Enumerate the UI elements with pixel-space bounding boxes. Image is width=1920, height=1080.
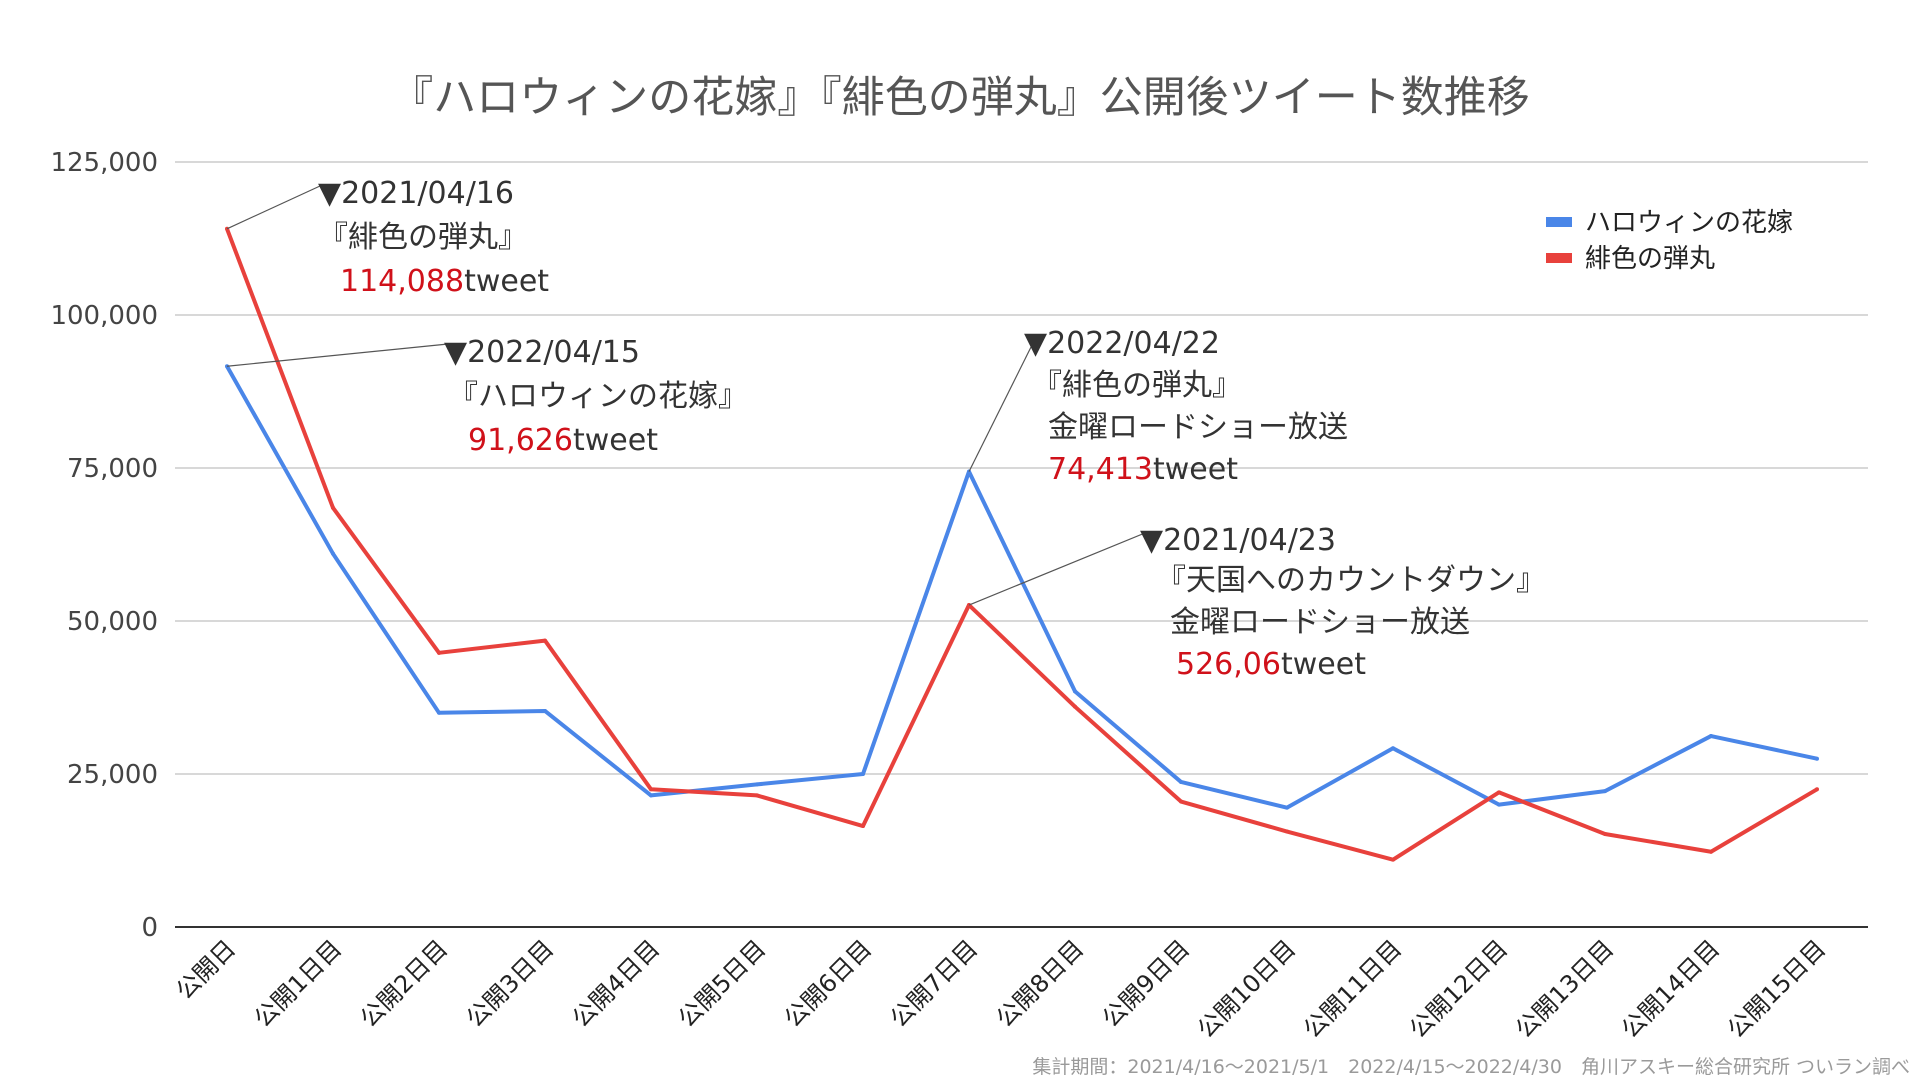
- x-tick-label: 公開11日目: [1298, 934, 1407, 1043]
- y-tick-label: 0: [141, 913, 158, 943]
- y-axis-ticks: 0 25,000 50,000 75,000 100,000 125,000: [50, 148, 158, 943]
- annotation-count-suffix: tweet: [1281, 647, 1366, 682]
- data-point: [1073, 704, 1077, 709]
- data-point: [1497, 790, 1501, 795]
- data-point: [331, 505, 335, 510]
- y-tick-label: 125,000: [50, 148, 158, 178]
- x-tick-label: 公開9日目: [1097, 934, 1195, 1032]
- y-tick-label: 50,000: [67, 607, 158, 637]
- annotation: ▼2022/04/15 『ハロウィンの花嫁』 91,626tweet: [444, 335, 748, 458]
- x-tick-label: 公開4日目: [567, 934, 665, 1032]
- data-point: [861, 772, 865, 776]
- data-point: [543, 638, 547, 643]
- gridlines: [175, 161, 1868, 928]
- legend-label: 緋色の弾丸: [1585, 244, 1715, 274]
- annotation-date: ▼2021/04/16: [318, 176, 514, 211]
- x-tick-label: 公開7日目: [885, 934, 983, 1032]
- series-line-2: [225, 228, 1819, 862]
- data-point: [1815, 787, 1819, 792]
- annotation-leader-line: [226, 185, 321, 230]
- annotation-count-value: 114,088: [340, 264, 464, 299]
- legend-swatch: [1546, 217, 1572, 227]
- annotation-date: ▼2022/04/15: [444, 335, 640, 370]
- y-tick-label: 25,000: [67, 760, 158, 790]
- x-tick-label: 公開5日目: [673, 934, 771, 1032]
- data-point: [543, 708, 547, 713]
- legend-swatch: [1546, 253, 1572, 263]
- annotation: ▼2021/04/23 『天国へのカウントダウン』金曜ロードショー放送 526,06…: [1140, 523, 1546, 682]
- annotation-date: ▼2022/04/22: [1024, 326, 1220, 361]
- data-point: [861, 824, 865, 829]
- annotation-count: 91,626tweet: [468, 423, 658, 458]
- data-point: [331, 551, 335, 556]
- annotation: ▼2022/04/22 『緋色の弾丸』金曜ロードショー放送 74,413tweet: [1024, 326, 1348, 487]
- annotation-count: 526,06tweet: [1176, 647, 1366, 682]
- annotation-text: 『緋色の弾丸』: [1032, 368, 1242, 403]
- chart-title: 『ハロウィンの花嫁』『緋色の弾丸』公開後ツイート数推移: [390, 73, 1530, 123]
- data-point: [1391, 746, 1395, 751]
- annotation-count-suffix: tweet: [464, 264, 549, 299]
- annotation-text: 金曜ロードショー放送: [1048, 410, 1348, 445]
- annotation-text: 『ハロウィンの花嫁』: [448, 379, 748, 414]
- annotation-leader-line: [968, 334, 1038, 472]
- data-point: [1285, 805, 1289, 810]
- annotation-text: 金曜ロードショー放送: [1170, 605, 1470, 640]
- data-point: [1815, 756, 1819, 761]
- x-tick-label: 公開6日目: [779, 934, 877, 1032]
- data-point: [437, 650, 441, 655]
- annotation-count-value: 74,413: [1048, 452, 1153, 487]
- data-point: [1709, 734, 1713, 739]
- annotation-text: 『天国へのカウントダウン』: [1156, 563, 1546, 598]
- data-point: [1285, 829, 1289, 834]
- data-point: [1179, 799, 1183, 804]
- x-tick-label: 公開日: [171, 934, 242, 1005]
- annotation-text: 『緋色の弾丸』: [318, 220, 528, 255]
- y-tick-label: 75,000: [67, 454, 158, 484]
- x-tick-label: 公開10日目: [1192, 934, 1301, 1043]
- data-point: [437, 710, 441, 715]
- data-point: [755, 782, 759, 787]
- x-tick-label: 公開15日目: [1722, 934, 1831, 1043]
- x-tick-label: 公開14日目: [1616, 934, 1725, 1043]
- footer-source-note: 集計期間：2021/4/16～2021/5/1 2022/4/15～2022/4…: [1032, 1056, 1910, 1078]
- data-point: [755, 793, 759, 798]
- data-point: [1179, 779, 1183, 784]
- x-tick-label: 公開1日目: [249, 934, 347, 1032]
- legend-label: ハロウィンの花嫁: [1585, 208, 1793, 238]
- data-point: [1603, 789, 1607, 794]
- annotation-date: ▼2021/04/23: [1140, 523, 1336, 558]
- x-tick-label: 公開2日目: [355, 934, 453, 1032]
- annotation-count-suffix: tweet: [573, 423, 658, 458]
- annotation-count: 114,088tweet: [340, 264, 549, 299]
- y-tick-label: 100,000: [50, 301, 158, 331]
- x-tick-label: 公開3日目: [461, 934, 559, 1032]
- annotation-leader-line: [968, 532, 1146, 606]
- series-lines: [225, 226, 1819, 862]
- series-line-1: [225, 365, 1818, 810]
- x-tick-label: 公開13日目: [1510, 934, 1619, 1043]
- annotation-count-value: 91,626: [468, 423, 573, 458]
- data-point: [1391, 857, 1395, 862]
- annotation-count-value: 526,06: [1176, 647, 1281, 682]
- x-tick-label: 公開8日目: [991, 934, 1089, 1032]
- data-point: [1073, 689, 1077, 694]
- annotations: ▼2021/04/16『緋色の弾丸』114,088tweet▼2022/04/1…: [226, 176, 1546, 682]
- data-point: [1603, 831, 1607, 836]
- x-axis-ticks: 公開日 公開1日目 公開2日目 公開3日目 公開4日目 公開5日目 公開6日目 公開7日目 公開…: [171, 934, 1832, 1043]
- data-point: [1497, 802, 1501, 807]
- data-point: [1709, 849, 1713, 854]
- annotation-count-suffix: tweet: [1153, 452, 1238, 487]
- annotation-leader-line: [226, 343, 449, 367]
- data-point: [649, 793, 653, 798]
- x-tick-label: 公開12日目: [1404, 934, 1513, 1043]
- annotation-count: 74,413tweet: [1048, 452, 1238, 487]
- data-point: [649, 787, 653, 792]
- annotation: ▼2021/04/16 『緋色の弾丸』 114,088tweet: [318, 176, 549, 299]
